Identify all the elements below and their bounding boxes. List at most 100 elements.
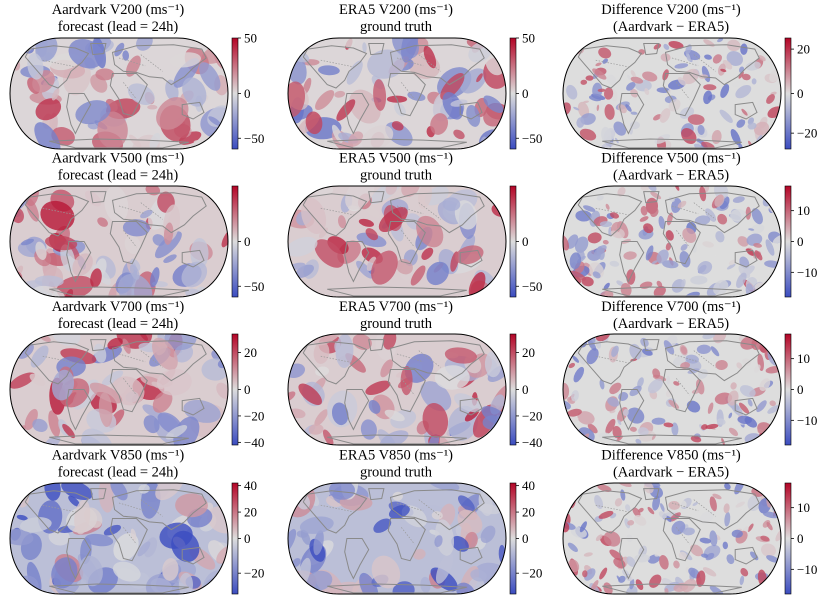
coastline xyxy=(109,73,148,117)
map-outline xyxy=(287,482,507,595)
panel-v700-forecast: Aardvark V700 (ms⁻¹)forecast (lead = 24h… xyxy=(9,299,264,450)
coastline xyxy=(344,93,370,135)
panel-title: Difference V200 (ms⁻¹) xyxy=(601,2,741,18)
map-outline xyxy=(562,333,782,446)
coastline xyxy=(66,538,92,580)
colorbar-tick-label: 10 xyxy=(797,500,810,515)
colorbar-tick-label: 0 xyxy=(244,86,251,101)
panel-subtitle: (Aardvark − ERA5) xyxy=(613,19,729,35)
map-field xyxy=(563,483,781,594)
panel-title: ERA5 V850 (ms⁻¹) xyxy=(339,448,453,464)
coastline xyxy=(327,434,467,445)
coastline xyxy=(111,340,207,382)
panel-title: Difference V850 (ms⁻¹) xyxy=(601,448,741,464)
coastline xyxy=(389,44,485,86)
colorbar-tick-label: −40 xyxy=(244,435,264,450)
colorbar-tick-label: −10 xyxy=(797,413,817,428)
coastline xyxy=(734,397,758,416)
coastline xyxy=(734,249,758,268)
colorbar-tick-label: −20 xyxy=(797,126,817,141)
coastline xyxy=(181,397,205,416)
panel-v200-truth: ERA5 V200 (ms⁻¹)ground truth 50 0 −50 xyxy=(287,2,542,150)
colorbar-tick-label: 50 xyxy=(244,31,257,46)
coastline xyxy=(368,191,385,204)
colorbar-tick-label: −40 xyxy=(522,435,542,450)
colorbar-tick-label: 0 xyxy=(797,234,804,249)
coastline xyxy=(387,518,426,562)
panel-subtitle: ground truth xyxy=(360,316,433,332)
coastline xyxy=(459,397,483,416)
coastline xyxy=(662,73,701,117)
coastline xyxy=(90,191,107,204)
coastline xyxy=(49,583,189,594)
colorbar xyxy=(231,37,239,150)
coastline xyxy=(459,101,483,120)
colorbar-tick-label: 0 xyxy=(522,382,529,397)
colorbar xyxy=(231,333,239,446)
coastline xyxy=(662,221,701,265)
map-outline xyxy=(562,37,782,150)
panel-v500-difference: Difference V500 (ms⁻¹)(Aardvark − ERA5) 1… xyxy=(562,151,817,298)
map-outline xyxy=(562,185,782,298)
coastline xyxy=(109,221,148,265)
coastline xyxy=(49,138,189,149)
colorbar-tick-label: −50 xyxy=(522,279,542,294)
colorbar xyxy=(509,185,517,298)
coastline xyxy=(734,101,758,120)
coastline xyxy=(643,191,660,204)
coastline xyxy=(66,241,92,283)
coastline xyxy=(643,488,660,501)
panel-title: Aardvark V850 (ms⁻¹) xyxy=(52,448,185,464)
coastline xyxy=(302,45,368,89)
panel-v700-truth: ERA5 V700 (ms⁻¹)ground truth 20 0 −20 −40 xyxy=(287,299,542,450)
panel-v700-difference: Difference V700 (ms⁻¹)(Aardvark − ERA5) 1… xyxy=(562,299,817,446)
coastline xyxy=(664,44,760,86)
coastline xyxy=(662,518,701,562)
panel-title: ERA5 V200 (ms⁻¹) xyxy=(339,2,453,18)
coastline xyxy=(344,241,370,283)
colorbar xyxy=(784,37,792,150)
coastline xyxy=(577,490,643,534)
coastline xyxy=(664,489,760,531)
coastline xyxy=(619,93,645,135)
coastline xyxy=(90,488,107,501)
panel-title: Aardvark V700 (ms⁻¹) xyxy=(52,299,185,315)
coastline xyxy=(111,489,207,531)
coastline xyxy=(662,369,701,413)
map-outline xyxy=(9,37,229,150)
panel-subtitle: forecast (lead = 24h) xyxy=(58,19,179,35)
panel-subtitle: (Aardvark − ERA5) xyxy=(613,168,729,184)
coastline xyxy=(344,389,370,431)
colorbar-tick-label: 0 xyxy=(797,531,804,546)
coastline xyxy=(459,249,483,268)
colorbar-tick-label: 20 xyxy=(244,345,257,360)
coastline xyxy=(387,73,426,117)
panel-title: Difference V500 (ms⁻¹) xyxy=(601,151,741,167)
panel-subtitle: forecast (lead = 24h) xyxy=(58,465,179,481)
coastline xyxy=(664,192,760,234)
colorbar xyxy=(509,482,517,595)
colorbar-tick-label: 10 xyxy=(797,203,810,218)
coastline xyxy=(109,369,148,413)
colorbar-tick-label: −10 xyxy=(797,562,817,577)
colorbar-tick-label: 0 xyxy=(244,234,251,249)
coastline xyxy=(602,286,742,297)
map-field xyxy=(288,186,506,297)
coastline xyxy=(49,434,189,445)
panel-subtitle: ground truth xyxy=(360,465,433,481)
colorbar xyxy=(231,185,239,298)
panel-v200-difference: Difference V200 (ms⁻¹)(Aardvark − ERA5) 2… xyxy=(562,2,817,150)
map-field xyxy=(563,38,781,149)
map-outline xyxy=(9,333,229,446)
colorbar-tick-label: 0 xyxy=(522,86,529,101)
map-outline xyxy=(287,37,507,150)
coastline xyxy=(619,538,645,580)
coastline xyxy=(24,193,90,237)
colorbar xyxy=(784,482,792,595)
panel-title: Aardvark V500 (ms⁻¹) xyxy=(52,151,185,167)
coastline xyxy=(368,488,385,501)
map-outline xyxy=(287,185,507,298)
panel-v850-difference: Difference V850 (ms⁻¹)(Aardvark − ERA5) 1… xyxy=(562,448,817,595)
coastline xyxy=(368,43,385,56)
